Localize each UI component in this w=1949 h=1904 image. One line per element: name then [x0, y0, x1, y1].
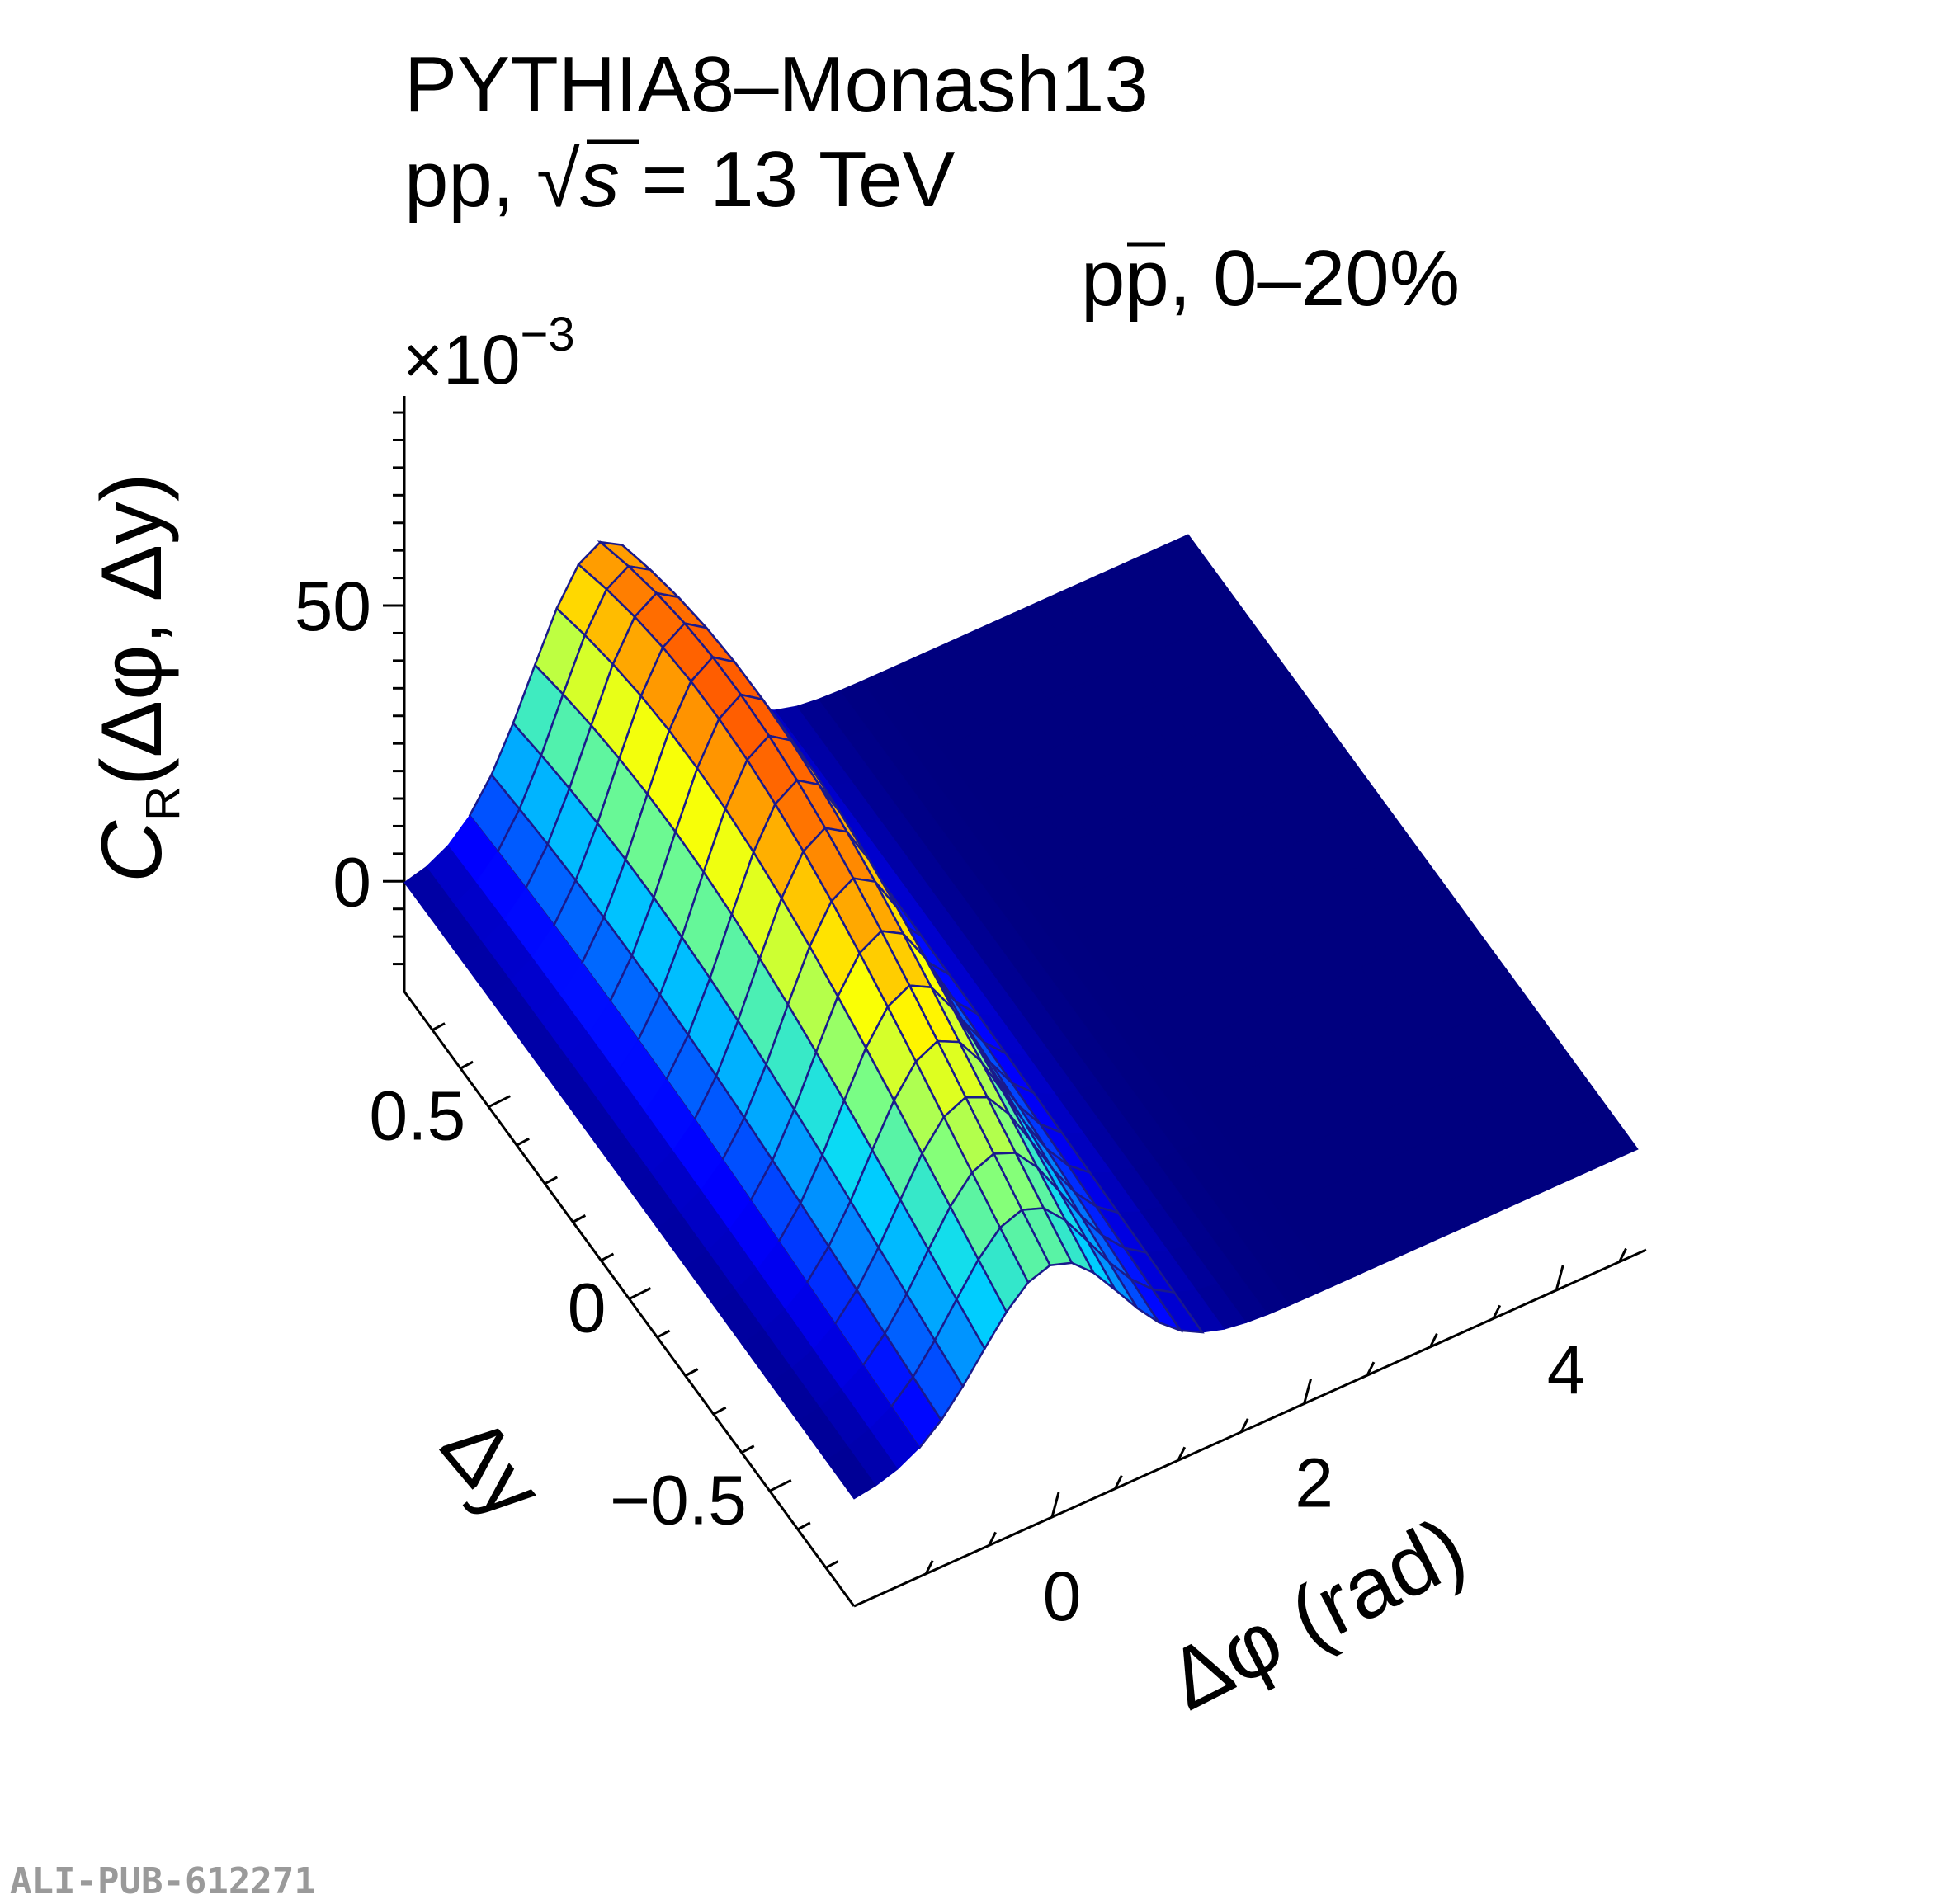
dphi-tick — [1492, 1304, 1502, 1320]
dy-tick — [432, 1022, 446, 1031]
dy-tick — [797, 1521, 811, 1531]
dphi-tick — [1429, 1333, 1438, 1348]
dphi-tick-label: 4 — [1547, 1331, 1586, 1408]
dphi-tick-label: 0 — [1043, 1558, 1082, 1635]
dphi-axis-line — [853, 1248, 1647, 1608]
surface-group — [403, 534, 1639, 1500]
dy-tick-label: −0.5 — [610, 1461, 747, 1539]
pair-p: p — [1081, 234, 1125, 323]
dphi-tick — [1177, 1446, 1187, 1461]
z-axis-label-rest: (Δφ, Δy) — [84, 473, 180, 786]
dy-tick — [460, 1060, 474, 1070]
z-tick-label: 50 — [295, 568, 371, 645]
dy-tick-label: 0.5 — [369, 1077, 465, 1155]
z-axis-label-sub: R — [136, 786, 190, 821]
dphi-tick — [988, 1531, 997, 1547]
z-multiplier-base: ×10 — [403, 321, 521, 398]
dy-tick — [572, 1214, 587, 1223]
z-multiplier-exponent: −3 — [521, 308, 575, 361]
dy-tick — [825, 1560, 839, 1569]
dy-tick — [712, 1406, 727, 1416]
z-tick-label: 0 — [333, 843, 371, 921]
dy-tick — [488, 1095, 511, 1109]
dphi-tick — [1239, 1418, 1249, 1433]
axes-group: 0 50 0.5 0 −0.5 0 2 4 — [295, 396, 1647, 1635]
sqrt-var: s — [580, 135, 620, 224]
dy-tick — [656, 1329, 671, 1339]
dphi-tick — [1303, 1379, 1313, 1404]
dphi-tick — [924, 1560, 934, 1575]
dy-tick — [769, 1478, 792, 1492]
dphi-axis-label: Δφ (rad) — [1154, 1499, 1480, 1728]
collision-system-label: pp, √s = 13 TeV — [404, 135, 955, 224]
centrality-label: , 0–20% — [1169, 234, 1460, 323]
dy-tick — [741, 1444, 755, 1454]
dy-axis-label: Δy — [422, 1398, 560, 1537]
dy-tick — [600, 1252, 615, 1262]
dphi-tick-label: 2 — [1295, 1444, 1333, 1521]
z-axis-label-main: C — [84, 820, 180, 883]
pair-centrality-label: pp, 0–20% — [1081, 234, 1460, 323]
dphi-tick — [1366, 1361, 1376, 1376]
generator-label: PYTHIA8–Monash13 — [404, 40, 1149, 129]
energy-label: = 13 TeV — [620, 135, 956, 224]
dphi-tick — [1114, 1474, 1123, 1490]
dphi-tick — [1618, 1247, 1627, 1263]
dy-tick — [544, 1176, 559, 1185]
publication-id: ALI-PUB-612271 — [10, 1860, 316, 1902]
system-prefix: pp, — [404, 135, 536, 224]
dy-tick — [516, 1137, 530, 1147]
dphi-tick — [1050, 1492, 1060, 1518]
dy-tick-label: 0 — [568, 1270, 606, 1347]
z-multiplier: ×10−3 — [403, 308, 575, 398]
z-axis-label: CR(Δφ, Δy) — [84, 473, 190, 883]
sqrt-symbol: √ — [536, 135, 580, 224]
dy-tick — [628, 1287, 652, 1300]
dy-tick — [684, 1368, 699, 1377]
surface-cell — [825, 1445, 877, 1500]
pair-pbar: p — [1125, 234, 1168, 323]
dphi-tick — [1555, 1265, 1564, 1291]
